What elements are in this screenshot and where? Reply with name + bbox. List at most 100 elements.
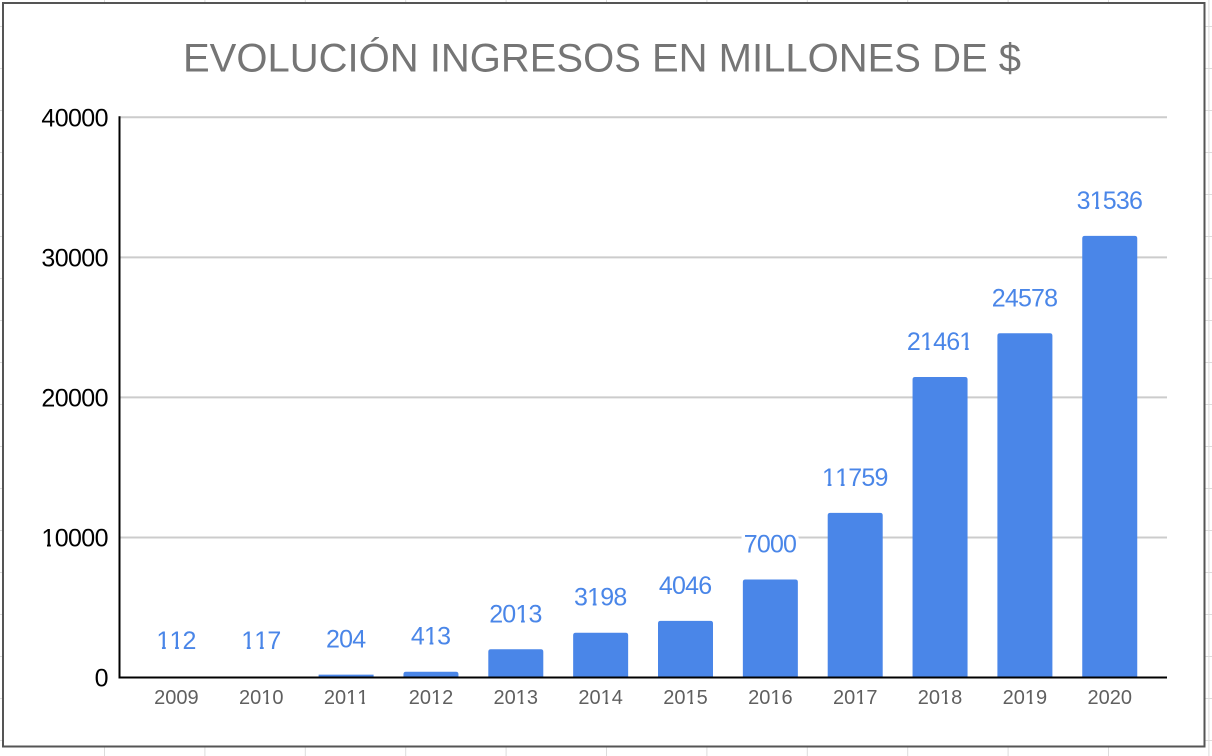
svg-text:0: 0 <box>81 104 95 132</box>
svg-text:4: 4 <box>933 328 947 356</box>
svg-text:0: 0 <box>674 687 685 709</box>
svg-text:0: 0 <box>757 530 771 558</box>
svg-text:6: 6 <box>781 687 792 709</box>
svg-text:1: 1 <box>261 687 272 709</box>
svg-text:2: 2 <box>326 626 340 654</box>
svg-text:0: 0 <box>1099 687 1110 709</box>
svg-text:4: 4 <box>411 623 425 651</box>
svg-text:5: 5 <box>1103 187 1117 215</box>
svg-text:9: 9 <box>874 464 888 492</box>
svg-text:1: 1 <box>920 328 934 356</box>
svg-text:3: 3 <box>437 623 451 651</box>
svg-text:9: 9 <box>600 584 614 612</box>
svg-text:2: 2 <box>663 687 674 709</box>
svg-text:1: 1 <box>516 687 527 709</box>
svg-text:0: 0 <box>55 244 69 272</box>
svg-text:1: 1 <box>431 687 442 709</box>
svg-text:0: 0 <box>672 572 686 600</box>
svg-text:0: 0 <box>55 384 69 412</box>
svg-text:3: 3 <box>574 584 588 612</box>
svg-text:7: 7 <box>1031 284 1045 312</box>
svg-text:2: 2 <box>1003 687 1014 709</box>
svg-text:0: 0 <box>502 600 516 628</box>
svg-text:0: 0 <box>95 384 109 412</box>
svg-text:1: 1 <box>587 584 601 612</box>
svg-text:0: 0 <box>68 104 82 132</box>
svg-text:3: 3 <box>529 600 543 628</box>
svg-text:1: 1 <box>254 627 268 655</box>
svg-text:3: 3 <box>1077 187 1091 215</box>
svg-text:6: 6 <box>698 572 712 600</box>
svg-text:1: 1 <box>855 687 866 709</box>
svg-text:0: 0 <box>165 687 176 709</box>
svg-text:6: 6 <box>946 328 960 356</box>
svg-text:4: 4 <box>659 572 673 600</box>
svg-text:0: 0 <box>339 626 353 654</box>
svg-text:2: 2 <box>918 687 929 709</box>
svg-text:3: 3 <box>574 584 588 612</box>
svg-text:2: 2 <box>748 687 759 709</box>
svg-text:0: 0 <box>844 687 855 709</box>
svg-text:0: 0 <box>95 104 109 132</box>
svg-text:1: 1 <box>241 627 255 655</box>
svg-text:4: 4 <box>659 572 673 600</box>
svg-text:1: 1 <box>835 464 849 492</box>
svg-text:5: 5 <box>1103 187 1117 215</box>
svg-text:6: 6 <box>1129 187 1143 215</box>
svg-text:1: 1 <box>424 623 438 651</box>
svg-text:6: 6 <box>698 572 712 600</box>
svg-text:4: 4 <box>352 626 366 654</box>
svg-text:0: 0 <box>272 687 283 709</box>
svg-text:7: 7 <box>744 530 758 558</box>
svg-text:4: 4 <box>933 328 947 356</box>
svg-text:5: 5 <box>861 464 875 492</box>
svg-text:1: 1 <box>822 464 836 492</box>
svg-text:0: 0 <box>759 687 770 709</box>
svg-text:1: 1 <box>41 524 55 552</box>
svg-text:0: 0 <box>81 524 95 552</box>
svg-text:7: 7 <box>267 627 281 655</box>
svg-text:5: 5 <box>697 687 708 709</box>
svg-text:0: 0 <box>95 524 109 552</box>
svg-text:1: 1 <box>1090 187 1104 215</box>
svg-text:2: 2 <box>41 384 55 412</box>
svg-text:0: 0 <box>590 687 601 709</box>
svg-text:2: 2 <box>326 626 340 654</box>
svg-text:1: 1 <box>601 687 612 709</box>
svg-text:5: 5 <box>861 464 875 492</box>
svg-text:0: 0 <box>420 687 431 709</box>
svg-text:0: 0 <box>335 687 346 709</box>
svg-text:4: 4 <box>685 572 699 600</box>
svg-text:4: 4 <box>685 572 699 600</box>
svg-text:3: 3 <box>527 687 538 709</box>
svg-text:2: 2 <box>183 627 197 655</box>
svg-text:0: 0 <box>68 524 82 552</box>
svg-text:0: 0 <box>757 530 771 558</box>
svg-text:0: 0 <box>55 104 69 132</box>
svg-text:7: 7 <box>267 627 281 655</box>
svg-text:9: 9 <box>874 464 888 492</box>
svg-text:3: 3 <box>1116 187 1130 215</box>
svg-text:3: 3 <box>529 600 543 628</box>
svg-text:0: 0 <box>770 530 784 558</box>
svg-text:7: 7 <box>1031 284 1045 312</box>
svg-text:0: 0 <box>176 687 187 709</box>
svg-text:1: 1 <box>940 687 951 709</box>
svg-text:0: 0 <box>81 384 95 412</box>
svg-text:0: 0 <box>55 524 69 552</box>
svg-text:0: 0 <box>250 687 261 709</box>
svg-text:1: 1 <box>357 687 368 709</box>
svg-text:0: 0 <box>783 530 797 558</box>
svg-text:1: 1 <box>515 600 529 628</box>
svg-text:6: 6 <box>946 328 960 356</box>
svg-text:2: 2 <box>409 687 420 709</box>
svg-text:4: 4 <box>612 687 623 709</box>
svg-text:2: 2 <box>907 328 921 356</box>
svg-text:0: 0 <box>339 626 353 654</box>
svg-text:5: 5 <box>1018 284 1032 312</box>
svg-text:0: 0 <box>505 687 516 709</box>
svg-text:2: 2 <box>992 284 1006 312</box>
svg-text:1: 1 <box>156 627 170 655</box>
svg-text:5: 5 <box>1018 284 1032 312</box>
svg-text:0: 0 <box>783 530 797 558</box>
